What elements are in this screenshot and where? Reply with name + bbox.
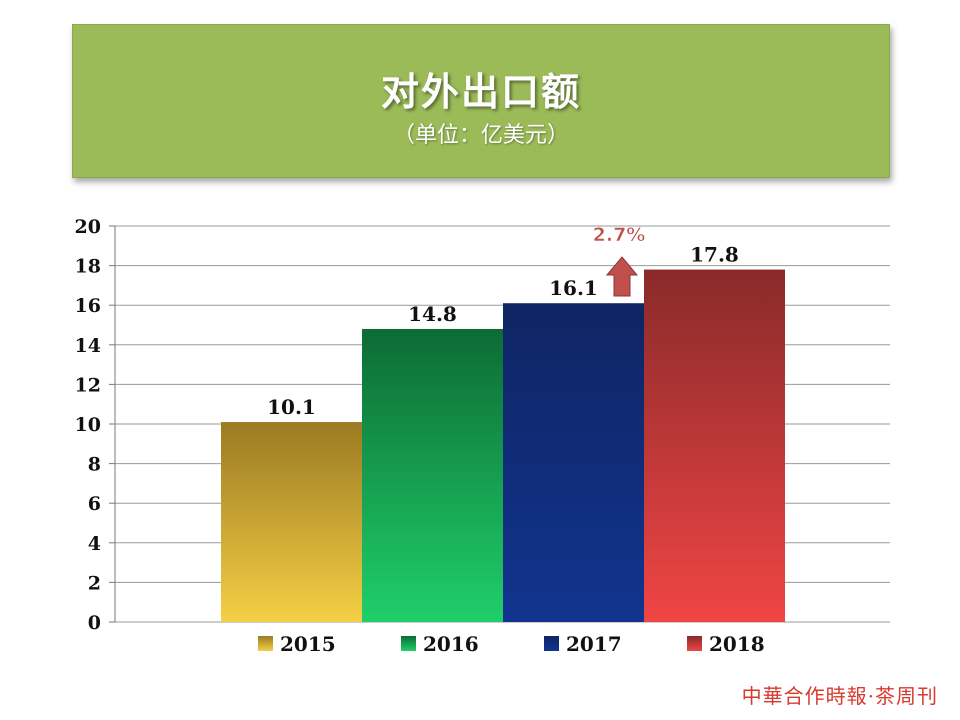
bars	[221, 269, 785, 622]
legend-item-2018: 2018	[687, 632, 765, 656]
legend-item-2016: 2016	[401, 632, 479, 656]
value-label-2017: 16.1	[549, 276, 598, 300]
y-tick-label: 14	[75, 335, 101, 357]
title-banner: 对外出口额 （单位：亿美元）	[72, 24, 890, 178]
y-tick-label: 18	[75, 256, 101, 278]
bar-2018	[644, 269, 785, 622]
publisher-watermark: 中華合作時報·茶周刊	[741, 684, 938, 708]
growth-percent-label: 2.7%	[593, 224, 646, 246]
chart-title: 对外出口额	[380, 70, 581, 114]
legend-label: 2016	[423, 632, 479, 656]
y-tick-label: 16	[75, 295, 101, 317]
bar-2015	[221, 422, 362, 622]
y-tick-label: 10	[75, 414, 101, 436]
value-label-2016: 14.8	[408, 302, 457, 326]
legend-label: 2018	[709, 632, 765, 656]
y-tick-label: 2	[88, 572, 101, 594]
bar-2017	[503, 303, 644, 622]
y-axis: 0 2 4 6 8 10 12 14 16 18 20	[75, 216, 116, 634]
legend-swatch	[401, 636, 416, 651]
y-tick-label: 12	[75, 374, 101, 396]
value-labels: 10.1 14.8 16.1 17.8	[267, 243, 739, 419]
y-tick-label: 4	[88, 533, 101, 555]
value-label-2018: 17.8	[690, 243, 739, 267]
y-tick-label: 20	[75, 216, 101, 238]
chart-subtitle: （单位：亿美元）	[392, 123, 569, 148]
up-arrow-icon	[605, 256, 639, 297]
legend-item-2015: 2015	[258, 632, 336, 656]
bar-2016	[362, 328, 503, 622]
y-tick-label: 0	[88, 612, 101, 634]
legend-label: 2017	[566, 632, 622, 656]
legend-swatch	[258, 636, 273, 651]
legend-label: 2015	[280, 632, 336, 656]
y-tick-label: 8	[88, 454, 101, 476]
growth-annotation: 2.7%	[592, 224, 646, 297]
y-tick-label: 6	[88, 493, 101, 515]
legend-swatch	[544, 636, 559, 651]
legend-swatch	[687, 636, 702, 651]
legend-item-2017: 2017	[544, 632, 622, 656]
legend: 2015 2016 2017 2018	[258, 632, 765, 656]
value-label-2015: 10.1	[267, 395, 316, 419]
